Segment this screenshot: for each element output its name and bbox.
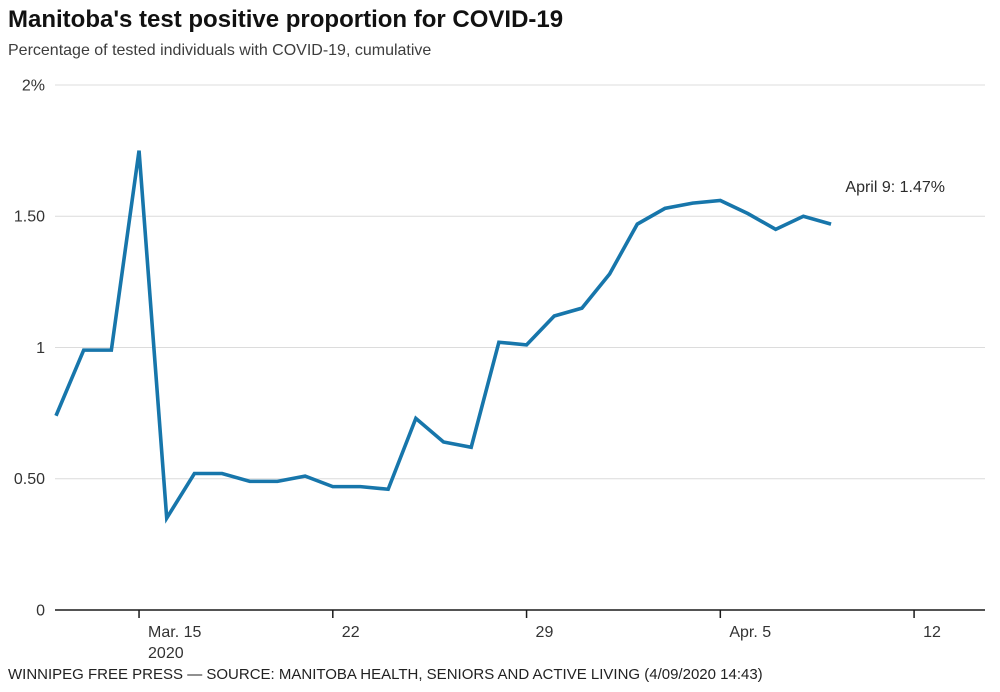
y-tick-label: 1.50 (14, 209, 45, 226)
y-tick-label: 1 (36, 340, 45, 357)
data-line-series (54, 150, 832, 524)
x-tick-label: Apr. 5 (729, 624, 771, 641)
annotation-label: April 9: 1.47% (845, 179, 945, 196)
y-tick-label: 0 (36, 602, 45, 619)
source-credit: WINNIPEG FREE PRESS — SOURCE: MANITOBA H… (8, 666, 763, 683)
y-tick-label: 0.50 (14, 471, 45, 488)
chart-title: Manitoba's test positive proportion for … (8, 6, 564, 33)
x-tick-year-label: 2020 (148, 645, 184, 662)
x-tick-label: 22 (342, 624, 360, 641)
x-tick-label: 12 (923, 624, 941, 641)
x-tick-label: Mar. 15 (148, 624, 201, 641)
x-tick-label: 29 (536, 624, 554, 641)
x-axis: Mar. 15 2020 22 29 Apr. 5 12 (138, 610, 941, 662)
grid-layer: 0 0.50 1 1.50 2% (14, 77, 985, 619)
chart-subtitle: Percentage of tested individuals with CO… (8, 42, 432, 59)
y-tick-label: 2% (22, 77, 45, 94)
